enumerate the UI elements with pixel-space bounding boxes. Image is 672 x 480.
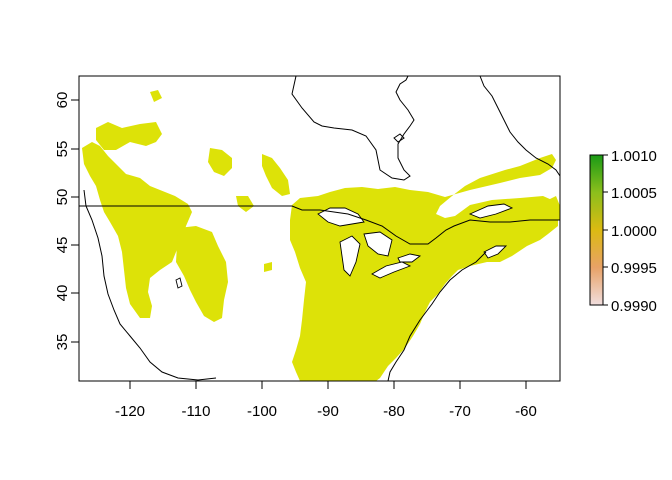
raster-eastern-region <box>290 154 558 381</box>
y-tick-label: 45 <box>54 237 71 254</box>
raster-maritime <box>538 196 560 222</box>
y-tick-label: 60 <box>54 92 71 109</box>
x-tick-labels: -120 -110 -100 -90 -80 -70 -60 <box>115 403 537 420</box>
gulf-st-lawrence <box>468 203 514 219</box>
x-tick-label: -80 <box>383 403 405 420</box>
y-tick-label: 35 <box>54 334 71 351</box>
y-axis <box>71 99 79 343</box>
bay-of-fundy <box>483 245 508 259</box>
color-legend: 1.0010 1.0005 1.0000 0.9995 0.9990 <box>589 148 657 315</box>
y-tick-label: 50 <box>54 189 71 206</box>
lake-ontario <box>397 253 422 263</box>
suitability-raster <box>82 90 560 381</box>
us-canada-border <box>79 205 560 245</box>
legend-label: 1.0005 <box>611 185 657 202</box>
raster-west-east-patch <box>176 226 228 322</box>
labrador-coast <box>479 75 561 177</box>
plot-frame <box>78 75 561 382</box>
x-tick-label: -90 <box>317 403 339 420</box>
island-outline <box>393 133 405 143</box>
map-outlines <box>79 75 561 382</box>
x-tick-label: -110 <box>182 403 211 420</box>
raster-west-northern <box>96 122 162 150</box>
small-lake <box>175 277 183 289</box>
legend-colorbar <box>589 154 604 306</box>
x-tick-label: -100 <box>247 403 277 420</box>
lake-huron <box>363 231 393 257</box>
x-tick-label: -60 <box>515 403 537 420</box>
raster-west-main <box>82 142 192 318</box>
legend-label: 0.9995 <box>611 260 657 277</box>
x-axis <box>129 381 527 389</box>
x-tick-label: -120 <box>115 403 145 420</box>
atlantic-coast <box>387 251 487 382</box>
y-tick-label: 55 <box>54 141 71 158</box>
x-tick-label: -70 <box>449 403 471 420</box>
lake-michigan <box>339 235 361 277</box>
legend-label: 1.0000 <box>611 223 657 240</box>
legend-label: 1.0010 <box>611 148 657 165</box>
legend-label: 0.9990 <box>611 298 657 315</box>
y-tick-label: 40 <box>54 285 71 302</box>
lake-erie <box>371 261 412 279</box>
hudson-bay-coast <box>291 75 415 181</box>
y-tick-labels: 35 40 45 50 55 60 <box>54 92 71 351</box>
lakes <box>175 203 514 289</box>
pacific-coast <box>83 189 217 381</box>
lake-superior <box>317 207 365 227</box>
